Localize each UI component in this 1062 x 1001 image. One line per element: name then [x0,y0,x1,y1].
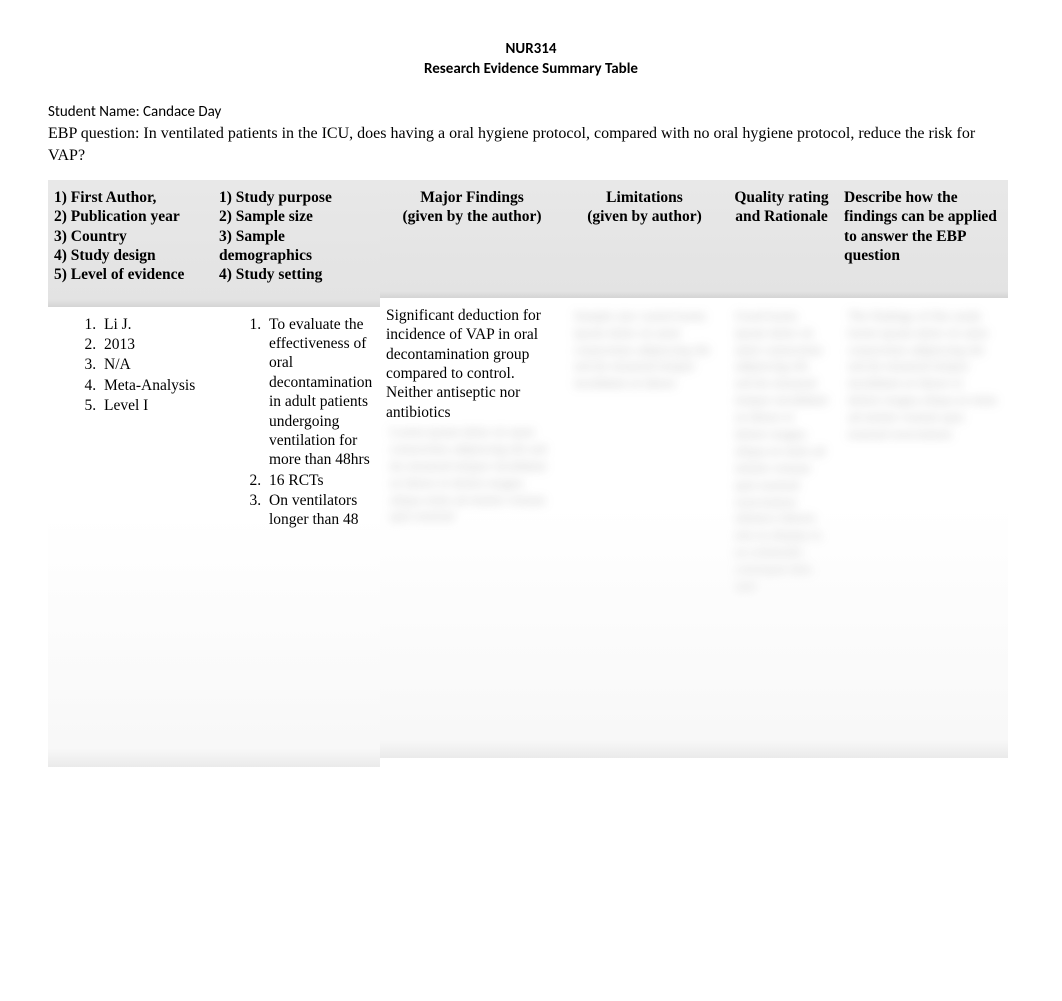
evidence-table: 1) First Author, 2) Publication year 3) … [48,180,1014,767]
table-col-1: 1) First Author, 2) Publication year 3) … [48,180,213,767]
page-header: NUR314 Research Evidence Summary Table [48,40,1014,79]
author-list: Li J. 2013 N/A Meta-Analysis Level I [54,315,207,416]
list-item: 2013 [100,335,207,354]
purpose-list: To evaluate the effectiveness of oral de… [219,315,374,530]
list-item: On ventilators longer than 48 [265,491,374,530]
student-line: Student Name: Candace Day [48,103,1014,121]
td-quality: Good lorem ipsum dolor sit amet consecte… [725,298,838,758]
td-findings: Significant deduction for incidence of V… [380,298,564,758]
td-limitations: Sample size varied lorem ipsum dolor sit… [564,298,725,758]
th-limitations: Limitations (given by author) [564,180,725,298]
list-item: Level I [100,396,207,415]
blurred-content: The findings of this study lorem ipsum d… [844,306,1002,445]
list-item: Meta-Analysis [100,376,207,395]
student-label: Student Name: [48,103,143,121]
table-col-4: Limitations (given by author) Sample siz… [564,180,725,767]
ebp-line: EBP question: In ventilated patients in … [48,123,1014,168]
td-application: The findings of this study lorem ipsum d… [838,298,1008,758]
blurred-content: Good lorem ipsum dolor sit amet consecte… [731,306,832,597]
td-purpose: To evaluate the effectiveness of oral de… [213,307,380,767]
table-col-2: 1) Study purpose 2) Sample size 3) Sampl… [213,180,380,767]
th-quality: Quality rating and Rationale [725,180,838,298]
th-author: 1) First Author, 2) Publication year 3) … [48,180,213,307]
list-item: 16 RCTs [265,471,374,490]
td-author: Li J. 2013 N/A Meta-Analysis Level I [48,307,213,767]
ebp-question: In ventilated patients in the ICU, does … [48,125,975,164]
list-item: N/A [100,355,207,374]
blurred-content: Lorem ipsum dolor sit amet consectetur a… [386,422,558,527]
blurred-content: Sample size varied lorem ipsum dolor sit… [570,306,719,394]
ebp-label: EBP question: [48,125,143,142]
course-code: NUR314 [48,40,1014,60]
table-col-5: Quality rating and Rationale Good lorem … [725,180,838,767]
student-name: Candace Day [143,103,221,121]
list-item: Li J. [100,315,207,334]
th-purpose: 1) Study purpose 2) Sample size 3) Sampl… [213,180,380,307]
th-application: Describe how the findings can be applied… [838,180,1008,298]
findings-text: Significant deduction for incidence of V… [386,306,558,422]
table-col-6: Describe how the findings can be applied… [838,180,1008,767]
table-col-3: Major Findings (given by the author) Sig… [380,180,564,767]
th-findings: Major Findings (given by the author) [380,180,564,298]
list-item: To evaluate the effectiveness of oral de… [265,315,374,470]
document-page: NUR314 Research Evidence Summary Table S… [0,0,1062,767]
doc-title: Research Evidence Summary Table [48,60,1014,80]
